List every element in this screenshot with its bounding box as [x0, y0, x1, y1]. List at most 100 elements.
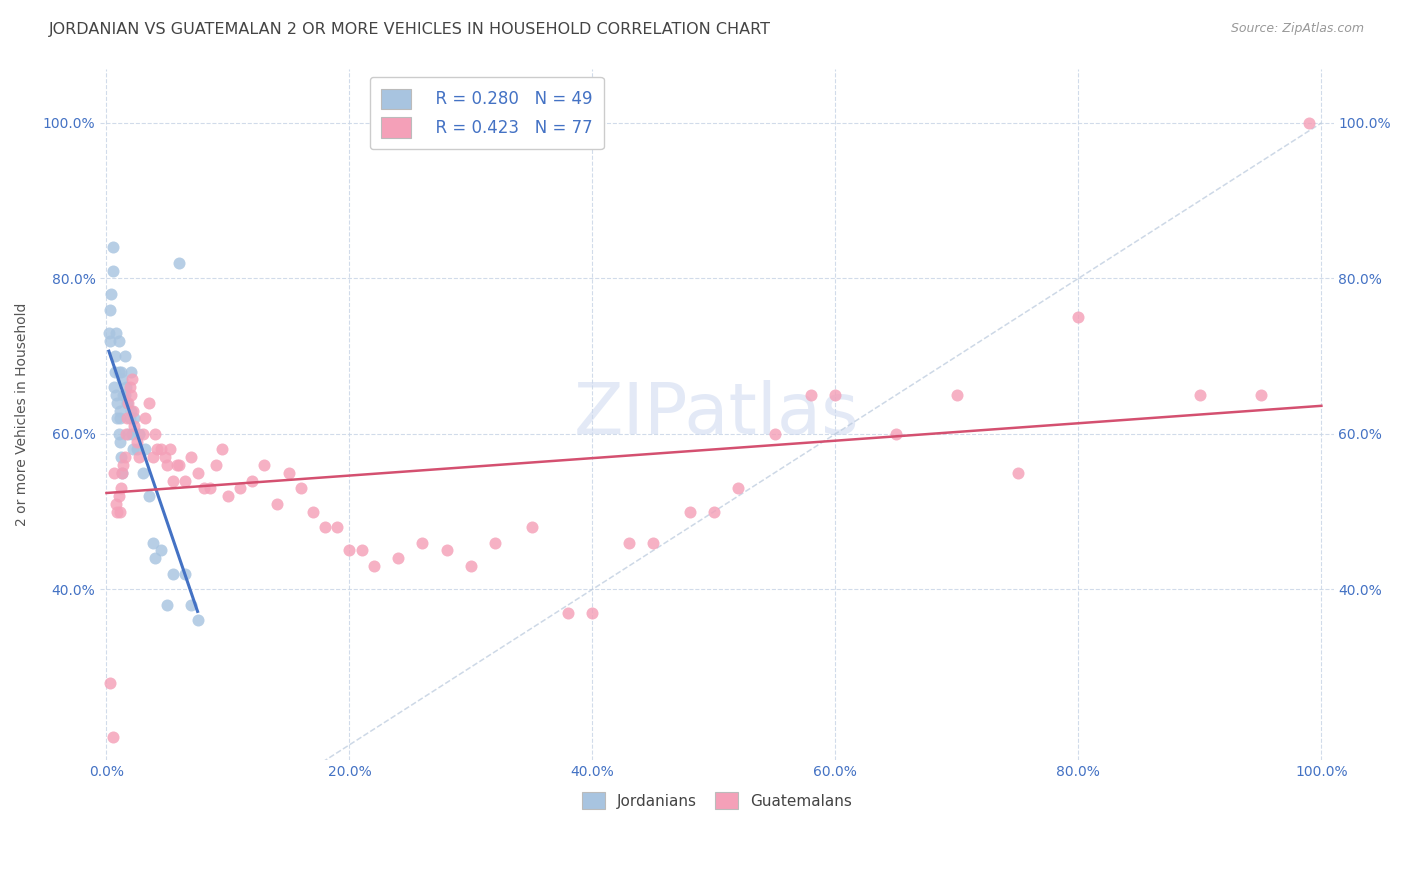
Point	[1250, 388, 1272, 402]
Point	[946, 388, 969, 402]
Point	[120, 365, 142, 379]
Point	[110, 481, 132, 495]
Point	[156, 458, 179, 472]
Point	[112, 388, 135, 402]
Point	[253, 458, 276, 472]
Point	[678, 505, 700, 519]
Point	[107, 334, 129, 348]
Point	[162, 474, 184, 488]
Point	[266, 497, 288, 511]
Point	[153, 450, 176, 465]
Point	[150, 442, 173, 457]
Point	[107, 489, 129, 503]
Point	[104, 365, 127, 379]
Point	[132, 426, 155, 441]
Point	[111, 466, 134, 480]
Point	[180, 450, 202, 465]
Point	[101, 240, 124, 254]
Point	[727, 481, 749, 495]
Point	[98, 302, 121, 317]
Point	[142, 450, 165, 465]
Point	[198, 481, 221, 495]
Point	[105, 497, 128, 511]
Point	[240, 474, 263, 488]
Point	[108, 411, 131, 425]
Point	[110, 365, 132, 379]
Point	[484, 535, 506, 549]
Point	[174, 566, 197, 581]
Point	[643, 535, 665, 549]
Point	[174, 474, 197, 488]
Point	[108, 434, 131, 449]
Point	[115, 411, 138, 425]
Point	[302, 505, 325, 519]
Point	[125, 442, 148, 457]
Point	[121, 426, 143, 441]
Point	[104, 349, 127, 363]
Text: JORDANIAN VS GUATEMALAN 2 OR MORE VEHICLES IN HOUSEHOLD CORRELATION CHART: JORDANIAN VS GUATEMALAN 2 OR MORE VEHICL…	[49, 22, 772, 37]
Point	[350, 543, 373, 558]
Point	[101, 730, 124, 744]
Point	[180, 598, 202, 612]
Point	[557, 606, 579, 620]
Point	[103, 466, 125, 480]
Point	[114, 388, 136, 402]
Point	[1067, 310, 1090, 325]
Point	[107, 365, 129, 379]
Point	[229, 481, 252, 495]
Point	[169, 256, 191, 270]
Point	[436, 543, 458, 558]
Point	[187, 614, 209, 628]
Point	[115, 380, 138, 394]
Point	[117, 426, 139, 441]
Point	[411, 535, 433, 549]
Point	[193, 481, 215, 495]
Point	[363, 559, 385, 574]
Point	[520, 520, 543, 534]
Legend: Jordanians, Guatemalans: Jordanians, Guatemalans	[575, 786, 858, 815]
Point	[277, 466, 299, 480]
Point	[138, 396, 160, 410]
Point	[107, 426, 129, 441]
Point	[125, 434, 148, 449]
Point	[108, 505, 131, 519]
Point	[763, 426, 786, 441]
Point	[111, 466, 134, 480]
Point	[105, 388, 128, 402]
Point	[581, 606, 603, 620]
Point	[115, 426, 138, 441]
Point	[98, 675, 121, 690]
Point	[187, 466, 209, 480]
Point	[156, 598, 179, 612]
Point	[217, 489, 239, 503]
Point	[703, 505, 725, 519]
Text: Source: ZipAtlas.com: Source: ZipAtlas.com	[1230, 22, 1364, 36]
Point	[460, 559, 482, 574]
Point	[111, 372, 134, 386]
Point	[339, 543, 361, 558]
Point	[122, 442, 145, 457]
Point	[124, 419, 146, 434]
Point	[97, 326, 120, 340]
Point	[290, 481, 312, 495]
Point	[110, 450, 132, 465]
Point	[142, 535, 165, 549]
Point	[1188, 388, 1211, 402]
Point	[101, 263, 124, 277]
Point	[150, 543, 173, 558]
Text: ZIPatlas: ZIPatlas	[574, 380, 859, 449]
Point	[134, 411, 156, 425]
Point	[132, 466, 155, 480]
Point	[118, 411, 141, 425]
Point	[159, 442, 181, 457]
Point	[105, 396, 128, 410]
Y-axis label: 2 or more Vehicles in Household: 2 or more Vehicles in Household	[15, 302, 30, 526]
Point	[112, 458, 135, 472]
Point	[105, 326, 128, 340]
Point	[162, 566, 184, 581]
Point	[1298, 116, 1320, 130]
Point	[120, 388, 142, 402]
Point	[143, 426, 166, 441]
Point	[128, 426, 150, 441]
Point	[314, 520, 336, 534]
